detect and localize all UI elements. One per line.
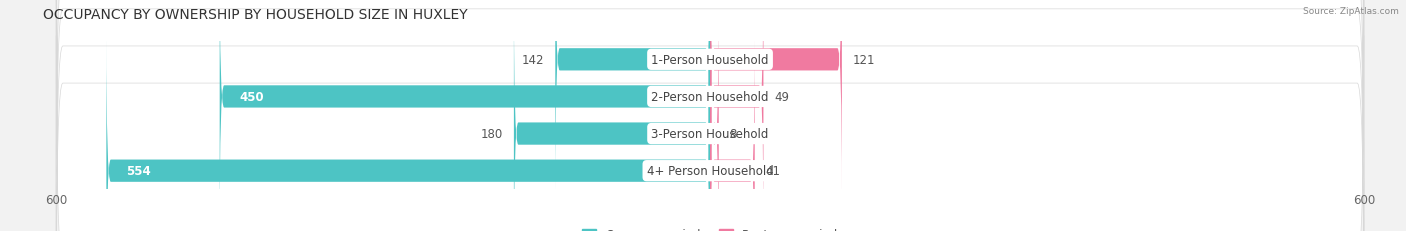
Text: 554: 554 [127, 164, 150, 177]
Text: 3-Person Household: 3-Person Household [651, 128, 769, 140]
FancyBboxPatch shape [56, 0, 1364, 195]
FancyBboxPatch shape [56, 0, 1364, 231]
Text: 450: 450 [239, 91, 264, 103]
Text: Source: ZipAtlas.com: Source: ZipAtlas.com [1303, 7, 1399, 16]
Text: 4+ Person Household: 4+ Person Household [647, 164, 773, 177]
FancyBboxPatch shape [107, 34, 710, 231]
Text: 121: 121 [853, 54, 876, 67]
Text: 2-Person Household: 2-Person Household [651, 91, 769, 103]
FancyBboxPatch shape [555, 0, 710, 197]
Text: 49: 49 [775, 91, 789, 103]
Text: 41: 41 [766, 164, 780, 177]
FancyBboxPatch shape [219, 0, 710, 231]
FancyBboxPatch shape [56, 36, 1364, 231]
FancyBboxPatch shape [56, 0, 1364, 231]
Text: 1-Person Household: 1-Person Household [651, 54, 769, 67]
FancyBboxPatch shape [515, 0, 710, 231]
Text: 142: 142 [522, 54, 544, 67]
FancyBboxPatch shape [710, 0, 718, 231]
Legend: Owner-occupied, Renter-occupied: Owner-occupied, Renter-occupied [576, 223, 844, 231]
Text: OCCUPANCY BY OWNERSHIP BY HOUSEHOLD SIZE IN HUXLEY: OCCUPANCY BY OWNERSHIP BY HOUSEHOLD SIZE… [44, 8, 468, 22]
Text: 180: 180 [481, 128, 503, 140]
FancyBboxPatch shape [710, 0, 842, 197]
FancyBboxPatch shape [710, 34, 755, 231]
Text: 8: 8 [730, 128, 737, 140]
FancyBboxPatch shape [710, 0, 763, 231]
